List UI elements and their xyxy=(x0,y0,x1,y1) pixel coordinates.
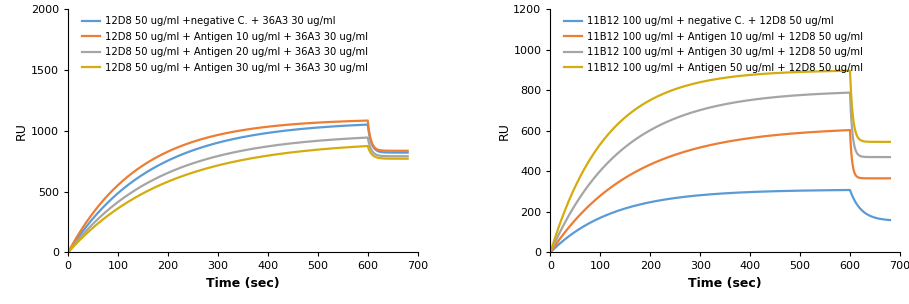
11B12 100 ug/ml + Antigen 10 ug/ml + 12D8 50 ug/ml xyxy=(828,129,839,133)
12D8 50 ug/ml +negative C. + 36A3 30 ug/ml xyxy=(345,123,356,127)
X-axis label: Time (sec): Time (sec) xyxy=(206,277,280,290)
Line: 12D8 50 ug/ml +negative C. + 36A3 30 ug/ml: 12D8 50 ug/ml +negative C. + 36A3 30 ug/… xyxy=(68,125,407,252)
12D8 50 ug/ml + Antigen 10 ug/ml + 36A3 30 ug/ml xyxy=(170,146,181,150)
11B12 100 ug/ml + Antigen 50 ug/ml + 12D8 50 ug/ml xyxy=(744,73,755,77)
11B12 100 ug/ml + negative C. + 12D8 50 ug/ml xyxy=(884,218,895,222)
11B12 100 ug/ml + Antigen 10 ug/ml + 12D8 50 ug/ml xyxy=(545,250,556,254)
12D8 50 ug/ml + Antigen 30 ug/ml + 36A3 30 ug/ml xyxy=(323,147,334,150)
11B12 100 ug/ml + Antigen 50 ug/ml + 12D8 50 ug/ml xyxy=(828,69,839,73)
11B12 100 ug/ml + Antigen 30 ug/ml + 12D8 50 ug/ml xyxy=(884,155,895,159)
Line: 11B12 100 ug/ml + Antigen 50 ug/ml + 12D8 50 ug/ml: 11B12 100 ug/ml + Antigen 50 ug/ml + 12D… xyxy=(551,71,890,252)
11B12 100 ug/ml + negative C. + 12D8 50 ug/ml xyxy=(744,190,755,194)
11B12 100 ug/ml + negative C. + 12D8 50 ug/ml xyxy=(545,250,556,254)
11B12 100 ug/ml + Antigen 10 ug/ml + 12D8 50 ug/ml xyxy=(641,165,652,168)
Legend: 11B12 100 ug/ml + negative C. + 12D8 50 ug/ml, 11B12 100 ug/ml + Antigen 10 ug/m: 11B12 100 ug/ml + negative C. + 12D8 50 … xyxy=(563,14,865,74)
12D8 50 ug/ml + Antigen 30 ug/ml + 36A3 30 ug/ml xyxy=(173,176,184,179)
11B12 100 ug/ml + Antigen 50 ug/ml + 12D8 50 ug/ml xyxy=(805,70,816,74)
11B12 100 ug/ml + negative C. + 12D8 50 ug/ml xyxy=(828,188,839,192)
12D8 50 ug/ml + Antigen 30 ug/ml + 36A3 30 ug/ml xyxy=(170,177,181,180)
11B12 100 ug/ml + Antigen 10 ug/ml + 12D8 50 ug/ml xyxy=(844,128,855,132)
11B12 100 ug/ml + Antigen 50 ug/ml + 12D8 50 ug/ml xyxy=(844,69,855,73)
11B12 100 ug/ml + Antigen 50 ug/ml + 12D8 50 ug/ml xyxy=(884,140,895,144)
Line: 11B12 100 ug/ml + Antigen 30 ug/ml + 12D8 50 ug/ml: 11B12 100 ug/ml + Antigen 30 ug/ml + 12D… xyxy=(551,93,890,252)
12D8 50 ug/ml + Antigen 30 ug/ml + 36A3 30 ug/ml xyxy=(363,144,374,148)
12D8 50 ug/ml + Antigen 20 ug/ml + 36A3 30 ug/ml xyxy=(170,168,181,171)
11B12 100 ug/ml + Antigen 50 ug/ml + 12D8 50 ug/ml xyxy=(545,250,556,254)
11B12 100 ug/ml + Antigen 10 ug/ml + 12D8 50 ug/ml xyxy=(805,130,816,134)
12D8 50 ug/ml +negative C. + 36A3 30 ug/ml xyxy=(323,125,334,129)
12D8 50 ug/ml + Antigen 30 ug/ml + 36A3 30 ug/ml xyxy=(158,181,169,185)
11B12 100 ug/ml + Antigen 30 ug/ml + 12D8 50 ug/ml xyxy=(828,92,839,95)
12D8 50 ug/ml + Antigen 10 ug/ml + 36A3 30 ug/ml xyxy=(402,149,413,153)
12D8 50 ug/ml + Antigen 10 ug/ml + 36A3 30 ug/ml xyxy=(323,120,334,124)
Line: 11B12 100 ug/ml + negative C. + 12D8 50 ug/ml: 11B12 100 ug/ml + negative C. + 12D8 50 … xyxy=(551,190,890,252)
12D8 50 ug/ml + Antigen 20 ug/ml + 36A3 30 ug/ml xyxy=(323,138,334,142)
11B12 100 ug/ml + Antigen 30 ug/ml + 12D8 50 ug/ml xyxy=(641,131,652,134)
12D8 50 ug/ml + Antigen 30 ug/ml + 36A3 30 ug/ml xyxy=(402,157,413,161)
11B12 100 ug/ml + Antigen 30 ug/ml + 12D8 50 ug/ml xyxy=(545,250,556,254)
12D8 50 ug/ml + Antigen 30 ug/ml + 36A3 30 ug/ml xyxy=(345,145,356,149)
12D8 50 ug/ml + Antigen 20 ug/ml + 36A3 30 ug/ml xyxy=(173,167,184,171)
12D8 50 ug/ml + Antigen 10 ug/ml + 36A3 30 ug/ml xyxy=(173,145,184,149)
12D8 50 ug/ml + Antigen 20 ug/ml + 36A3 30 ug/ml xyxy=(63,250,74,254)
11B12 100 ug/ml + Antigen 50 ug/ml + 12D8 50 ug/ml xyxy=(653,94,664,98)
12D8 50 ug/ml +negative C. + 36A3 30 ug/ml xyxy=(263,131,274,135)
Line: 12D8 50 ug/ml + Antigen 10 ug/ml + 36A3 30 ug/ml: 12D8 50 ug/ml + Antigen 10 ug/ml + 36A3 … xyxy=(68,121,407,252)
12D8 50 ug/ml + Antigen 20 ug/ml + 36A3 30 ug/ml xyxy=(402,154,413,158)
11B12 100 ug/ml + negative C. + 12D8 50 ug/ml xyxy=(805,189,816,192)
11B12 100 ug/ml + negative C. + 12D8 50 ug/ml xyxy=(653,199,664,202)
11B12 100 ug/ml + Antigen 30 ug/ml + 12D8 50 ug/ml xyxy=(654,123,665,127)
11B12 100 ug/ml + Antigen 10 ug/ml + 12D8 50 ug/ml xyxy=(654,158,665,162)
12D8 50 ug/ml + Antigen 10 ug/ml + 36A3 30 ug/ml xyxy=(263,125,274,129)
12D8 50 ug/ml + Antigen 10 ug/ml + 36A3 30 ug/ml xyxy=(63,250,74,254)
12D8 50 ug/ml + Antigen 20 ug/ml + 36A3 30 ug/ml xyxy=(263,144,274,148)
11B12 100 ug/ml + negative C. + 12D8 50 ug/ml xyxy=(641,201,652,205)
12D8 50 ug/ml +negative C. + 36A3 30 ug/ml xyxy=(363,123,374,126)
Legend: 12D8 50 ug/ml +negative C. + 36A3 30 ug/ml, 12D8 50 ug/ml + Antigen 10 ug/ml + 3: 12D8 50 ug/ml +negative C. + 36A3 30 ug/… xyxy=(80,14,370,74)
12D8 50 ug/ml + Antigen 20 ug/ml + 36A3 30 ug/ml xyxy=(345,136,356,140)
12D8 50 ug/ml +negative C. + 36A3 30 ug/ml xyxy=(170,155,181,159)
12D8 50 ug/ml + Antigen 20 ug/ml + 36A3 30 ug/ml xyxy=(158,173,169,177)
Line: 11B12 100 ug/ml + Antigen 10 ug/ml + 12D8 50 ug/ml: 11B12 100 ug/ml + Antigen 10 ug/ml + 12D… xyxy=(551,130,890,252)
X-axis label: Time (sec): Time (sec) xyxy=(688,277,762,290)
11B12 100 ug/ml + Antigen 30 ug/ml + 12D8 50 ug/ml xyxy=(844,91,855,95)
Line: 12D8 50 ug/ml + Antigen 30 ug/ml + 36A3 30 ug/ml: 12D8 50 ug/ml + Antigen 30 ug/ml + 36A3 … xyxy=(68,146,407,252)
Y-axis label: RU: RU xyxy=(497,122,511,140)
11B12 100 ug/ml + Antigen 50 ug/ml + 12D8 50 ug/ml xyxy=(654,93,665,97)
11B12 100 ug/ml + Antigen 10 ug/ml + 12D8 50 ug/ml xyxy=(653,159,664,163)
12D8 50 ug/ml + Antigen 20 ug/ml + 36A3 30 ug/ml xyxy=(363,136,374,139)
11B12 100 ug/ml + Antigen 30 ug/ml + 12D8 50 ug/ml xyxy=(805,93,816,96)
12D8 50 ug/ml +negative C. + 36A3 30 ug/ml xyxy=(402,151,413,154)
12D8 50 ug/ml +negative C. + 36A3 30 ug/ml xyxy=(173,154,184,158)
12D8 50 ug/ml +negative C. + 36A3 30 ug/ml xyxy=(63,250,74,254)
12D8 50 ug/ml + Antigen 10 ug/ml + 36A3 30 ug/ml xyxy=(363,119,374,123)
11B12 100 ug/ml + Antigen 50 ug/ml + 12D8 50 ug/ml xyxy=(641,101,652,104)
11B12 100 ug/ml + Antigen 30 ug/ml + 12D8 50 ug/ml xyxy=(653,124,664,128)
Y-axis label: RU: RU xyxy=(15,122,28,140)
12D8 50 ug/ml +negative C. + 36A3 30 ug/ml xyxy=(158,161,169,164)
12D8 50 ug/ml + Antigen 10 ug/ml + 36A3 30 ug/ml xyxy=(158,152,169,155)
11B12 100 ug/ml + Antigen 30 ug/ml + 12D8 50 ug/ml xyxy=(744,98,755,102)
12D8 50 ug/ml + Antigen 30 ug/ml + 36A3 30 ug/ml xyxy=(263,154,274,157)
11B12 100 ug/ml + Antigen 10 ug/ml + 12D8 50 ug/ml xyxy=(744,136,755,140)
12D8 50 ug/ml + Antigen 10 ug/ml + 36A3 30 ug/ml xyxy=(345,119,356,123)
12D8 50 ug/ml + Antigen 30 ug/ml + 36A3 30 ug/ml xyxy=(63,250,74,254)
Line: 12D8 50 ug/ml + Antigen 20 ug/ml + 36A3 30 ug/ml: 12D8 50 ug/ml + Antigen 20 ug/ml + 36A3 … xyxy=(68,137,407,252)
11B12 100 ug/ml + negative C. + 12D8 50 ug/ml xyxy=(844,188,855,192)
11B12 100 ug/ml + Antigen 10 ug/ml + 12D8 50 ug/ml xyxy=(884,177,895,180)
11B12 100 ug/ml + negative C. + 12D8 50 ug/ml xyxy=(654,199,665,202)
